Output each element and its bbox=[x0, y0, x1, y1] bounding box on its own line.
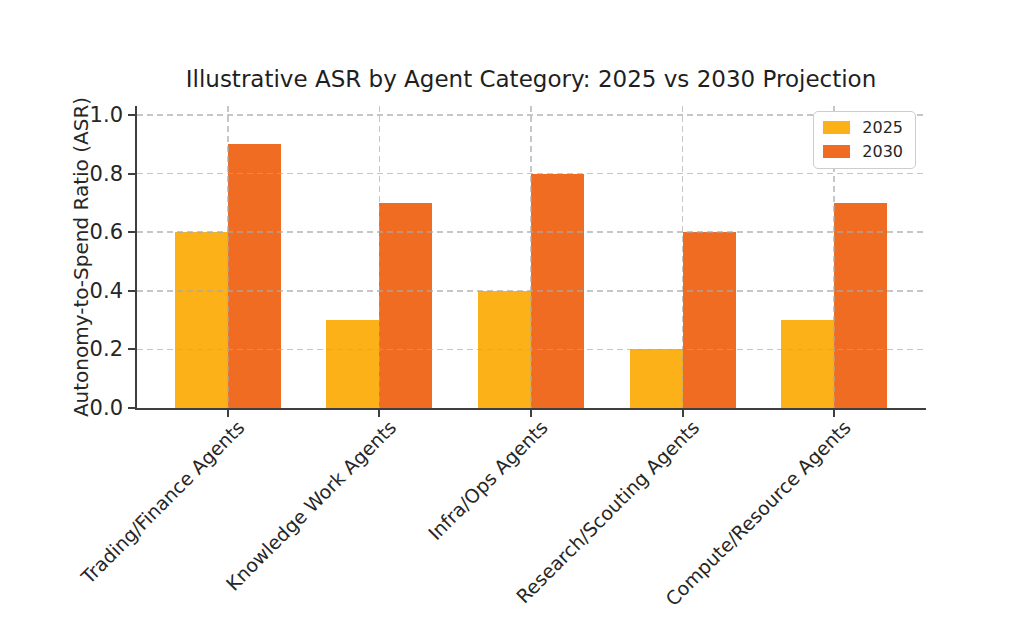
bar-2025-category-3 bbox=[478, 291, 531, 408]
legend-swatch-2030 bbox=[823, 145, 850, 158]
x-tick-label: Trading/Finance Agents bbox=[77, 416, 249, 588]
y-tick-mark bbox=[128, 407, 135, 409]
legend-label-2030: 2030 bbox=[862, 142, 903, 161]
plot-area: 0.00.20.40.60.81.0Trading/Finance Agents… bbox=[137, 106, 925, 408]
x-tick-mark bbox=[682, 410, 684, 417]
legend: 2025 2030 bbox=[813, 111, 916, 169]
chart-title: Illustrative ASR by Agent Category: 2025… bbox=[137, 66, 925, 93]
y-axis-label: Autonomy-to-Spend Ratio (ASR) bbox=[69, 97, 93, 417]
bar-2030-category-3 bbox=[531, 174, 584, 408]
gridline-y bbox=[137, 114, 925, 116]
y-tick-label: 0.6 bbox=[63, 219, 123, 245]
x-tick-mark bbox=[378, 410, 380, 417]
bar-2025-category-1 bbox=[175, 232, 228, 408]
y-tick-label: 0.4 bbox=[63, 278, 123, 304]
y-tick-mark bbox=[128, 290, 135, 292]
y-tick-mark bbox=[128, 231, 135, 233]
bar-chart-figure: Illustrative ASR by Agent Category: 2025… bbox=[0, 0, 1024, 619]
legend-item-2030: 2030 bbox=[823, 142, 903, 161]
x-tick-mark bbox=[833, 410, 835, 417]
y-tick-label: 0.2 bbox=[63, 336, 123, 362]
legend-label-2025: 2025 bbox=[862, 118, 903, 137]
legend-swatch-2025 bbox=[823, 121, 850, 134]
y-axis-line bbox=[135, 106, 137, 410]
x-tick-mark bbox=[530, 410, 532, 417]
y-tick-mark bbox=[128, 114, 135, 116]
y-tick-mark bbox=[128, 348, 135, 350]
y-tick-label: 0.0 bbox=[63, 395, 123, 421]
y-tick-label: 0.8 bbox=[63, 161, 123, 187]
bar-2030-category-2 bbox=[379, 203, 432, 408]
bar-2025-category-2 bbox=[326, 320, 379, 408]
x-tick-mark bbox=[227, 410, 229, 417]
x-tick-label: Infra/Ops Agents bbox=[423, 416, 551, 544]
x-axis-line bbox=[135, 408, 926, 410]
legend-item-2025: 2025 bbox=[823, 118, 903, 137]
bar-2030-category-5 bbox=[834, 203, 887, 408]
y-tick-label: 1.0 bbox=[63, 102, 123, 128]
bar-2030-category-1 bbox=[228, 144, 281, 408]
bar-2030-category-4 bbox=[683, 232, 736, 408]
bar-2025-category-4 bbox=[630, 349, 683, 408]
x-tick-label: Knowledge Work Agents bbox=[221, 416, 400, 595]
x-tick-label: Research/Scouting Agents bbox=[512, 416, 703, 607]
y-tick-mark bbox=[128, 173, 135, 175]
bar-2025-category-5 bbox=[781, 320, 834, 408]
